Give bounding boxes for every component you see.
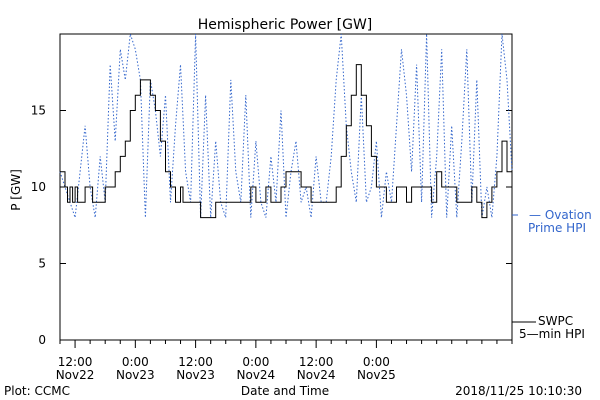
legend-swpc-line2: 5—min HPI — [519, 327, 585, 341]
y-axis-ticks: 0 5 10 15 — [31, 104, 512, 347]
x-tick-label-time: 0:00 — [363, 355, 390, 369]
legend-swpc-line1: SWPC — [538, 314, 573, 328]
y-axis-label: P [GW] — [9, 169, 23, 211]
y-tick-label: 10 — [31, 180, 46, 194]
series-swpc-line — [60, 64, 512, 219]
x-tick-label-date: Nov22 — [56, 368, 95, 382]
legend-ovation-line2: Prime HPI — [528, 221, 586, 235]
chart-title: Hemispheric Power [GW] — [198, 17, 373, 33]
y-tick-label: 0 — [38, 333, 46, 347]
y-tick-label: 5 — [38, 257, 46, 271]
x-tick-label-date: Nov23 — [116, 368, 155, 382]
series-ovation-line — [59, 33, 513, 218]
x-axis-ticks: 12:00Nov220:00Nov2312:00Nov230:00Nov2412… — [56, 340, 513, 382]
series-lines — [59, 33, 518, 219]
x-tick-label-time: 0:00 — [242, 355, 269, 369]
x-tick-label-time: 0:00 — [122, 355, 149, 369]
x-tick-label-time: 12:00 — [178, 355, 213, 369]
credit-left: Plot: CCMC — [4, 384, 70, 398]
x-tick-label-date: Nov25 — [357, 368, 396, 382]
x-tick-label-date: Nov23 — [176, 368, 215, 382]
legend-ovation-line1: — Ovation — [529, 208, 592, 222]
x-axis-label: Date and Time — [241, 384, 329, 398]
x-tick-label-date: Nov24 — [297, 368, 336, 382]
x-tick-label-time: 12:00 — [299, 355, 334, 369]
x-tick-label-date: Nov24 — [237, 368, 276, 382]
y-tick-label: 15 — [31, 104, 46, 118]
credit-right: 2018/11/25 10:10:30 — [455, 384, 582, 398]
x-tick-label-time: 12:00 — [58, 355, 93, 369]
